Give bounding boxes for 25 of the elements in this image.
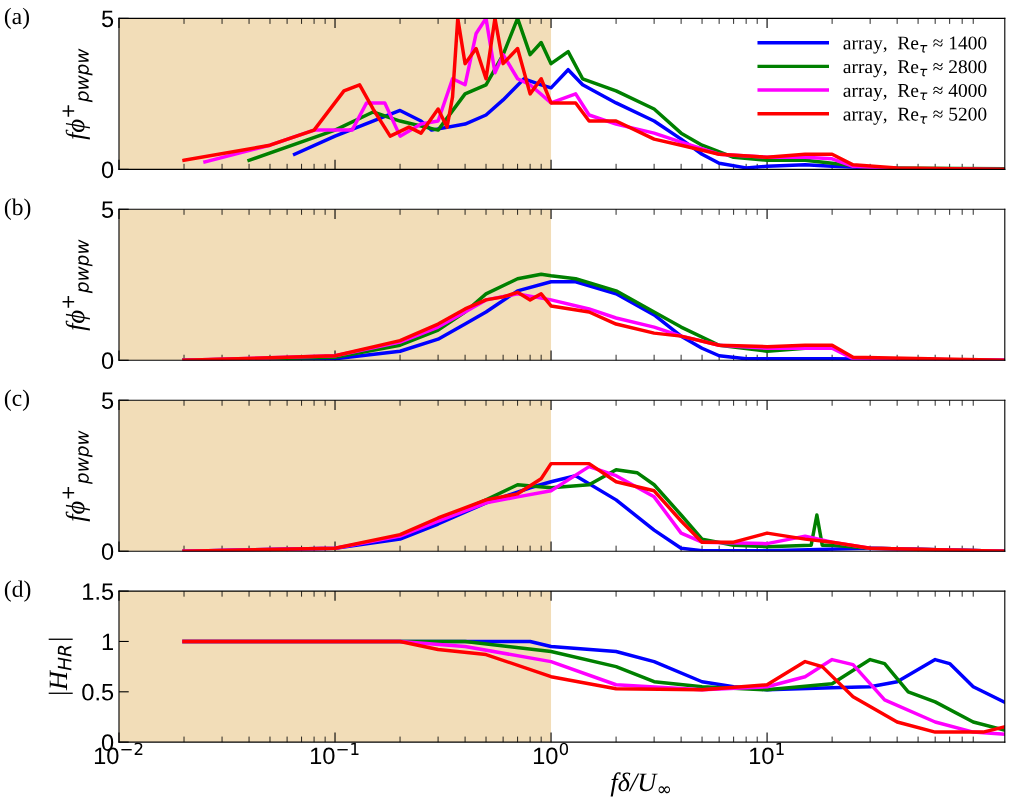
y-axis-title: fϕ$^{+}$$_{pwpw}$	[62, 48, 93, 140]
chart-title: (c)	[4, 389, 29, 411]
legend-label: array, Re$_{τ}$ ≈ 4000	[843, 83, 987, 102]
legend-label: array, Re$_{τ}$ ≈ 2800	[843, 60, 987, 78]
x-tick-label: 10$^{−1}$	[310, 742, 359, 765]
chart-title: (d)	[4, 580, 31, 602]
y-tick-label: 0	[101, 161, 114, 179]
chart-title: (a)	[4, 7, 29, 30]
y-axis-title: fϕ$^{+}$$_{pwpw}$	[62, 430, 93, 522]
y-tick-label: 0	[101, 543, 114, 561]
y-tick-label: 0	[101, 352, 114, 370]
y-tick-label: 0.5	[82, 683, 114, 701]
y-tick-label: 5	[101, 10, 114, 28]
x-tick-label: 10$^{1}$	[749, 742, 784, 765]
x-tick-label: 10$^{0}$	[533, 742, 569, 765]
y-tick-label: 5	[101, 392, 114, 409]
x-axis-title: fδ/U$_{∞}$	[610, 772, 670, 797]
legend-label: array, Re$_{τ}$ ≈ 5200	[843, 107, 987, 125]
legend-label: array, Re$_{τ}$ ≈ 1400	[843, 36, 987, 54]
y-tick-label: 5	[101, 201, 114, 219]
y-tick-label: 1	[102, 633, 113, 651]
y-tick-label: 1.5	[83, 583, 114, 600]
y-axis-title: fϕ$^{+}$$_{pwpw}$	[62, 239, 93, 331]
chart-title: (b)	[4, 198, 31, 220]
y-axis-title: |H$_{HR}$|	[48, 638, 73, 694]
